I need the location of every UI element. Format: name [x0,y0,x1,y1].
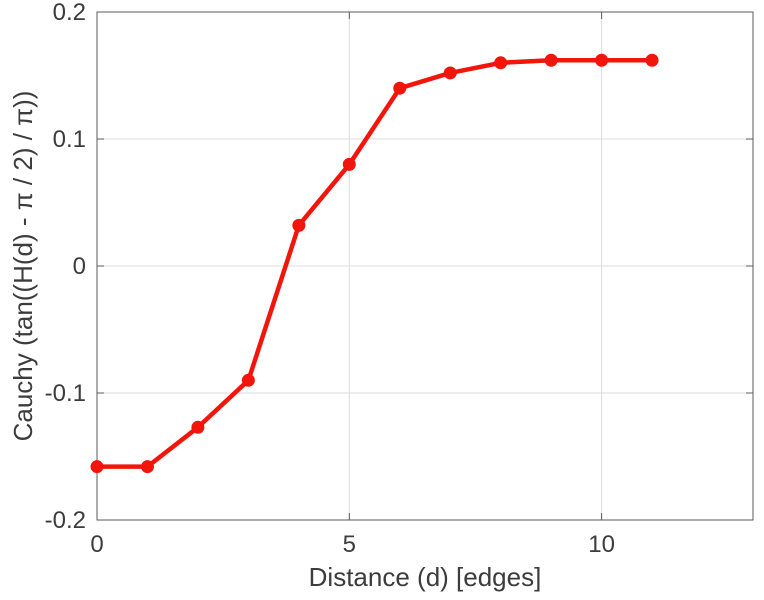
y-tick-label: 0.2 [53,0,86,26]
data-point-marker [241,373,255,387]
y-tick-label: 0 [73,253,86,280]
data-point-marker [443,66,457,80]
data-point-marker [544,53,558,67]
x-axis-label: Distance (d) [edges] [309,562,542,592]
data-point-marker [645,53,659,67]
x-tick-label: 0 [90,531,103,558]
y-axis-label: Cauchy (tan((H(d) - π / 2) / π)) [8,91,38,442]
data-point-marker [292,218,306,232]
y-tick-label: -0.1 [45,380,86,407]
data-point-marker [494,56,508,70]
data-point-marker [595,53,609,67]
data-point-marker [90,460,104,474]
y-tick-label: -0.2 [45,507,86,534]
data-point-marker [342,157,356,171]
data-point-marker [393,81,407,95]
data-point-marker [140,460,154,474]
x-tick-label: 5 [343,531,356,558]
data-point-marker [191,420,205,434]
x-tick-label: 10 [588,531,615,558]
y-tick-label: 0.1 [53,126,86,153]
data-line [94,58,655,469]
